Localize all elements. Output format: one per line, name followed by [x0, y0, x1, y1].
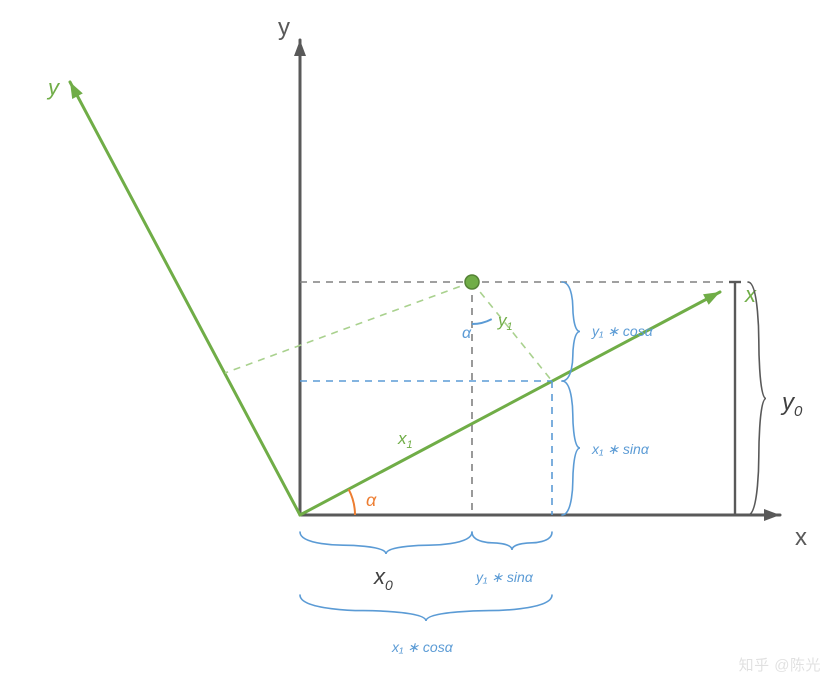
axis-x [300, 509, 780, 521]
label-y1-sina: y₁ ∗ sinα [475, 569, 534, 585]
label-x1: x1 [397, 429, 413, 451]
label-y1-cosa: y₁ ∗ cosα [591, 323, 654, 339]
label-alpha-point: α [462, 325, 472, 342]
label-y0: y0 [780, 389, 803, 420]
brace-x1sin [562, 381, 580, 515]
diagram-svg: xyxyααx1y1x0y0y₁ ∗ sinαx₁ ∗ cosαy₁ ∗ cos… [0, 0, 839, 689]
label-x0: x0 [373, 564, 393, 593]
brace-y0 [748, 282, 766, 515]
angle-arc-point [472, 319, 492, 324]
point-marker [465, 275, 479, 289]
label-alpha-origin: α [366, 490, 377, 510]
label-x1-sina: x₁ ∗ sinα [591, 441, 650, 457]
brace-x1cos [300, 595, 552, 621]
rotated-axis-y-label: y [46, 75, 61, 100]
label-y1: y1 [497, 311, 513, 333]
rotated-axis-y [70, 82, 300, 515]
angle-arc-origin [349, 489, 355, 515]
label-x1-cosa: x₁ ∗ cosα [391, 639, 454, 655]
axis-y [294, 40, 306, 515]
guide-point-to-roty [225, 282, 472, 373]
brace-y1sin [472, 532, 552, 550]
axis-x-label: x [795, 524, 807, 551]
brace-x0 [300, 532, 472, 554]
axis-y-label: y [278, 14, 290, 41]
